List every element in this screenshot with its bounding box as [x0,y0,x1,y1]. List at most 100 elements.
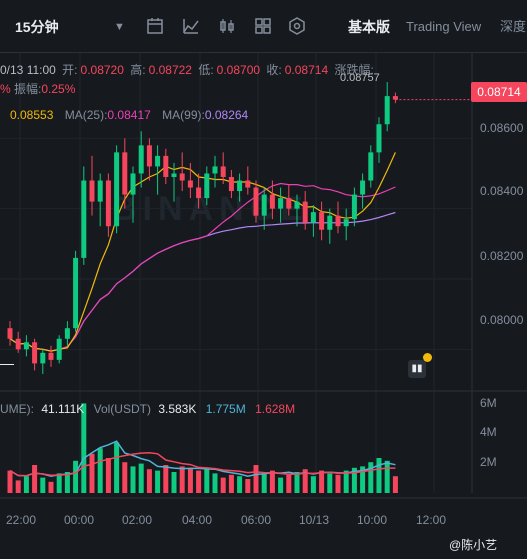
volume-bar [384,460,390,493]
grid-icon[interactable] [254,17,274,37]
price-tick: 0.08000 [480,313,524,327]
interval-selector[interactable]: 15分钟 [15,19,59,35]
volume-bar [114,442,120,493]
depth-tab[interactable]: 深度 [500,19,527,34]
price-tick: 0.08600 [480,121,524,135]
price-tick: 0.08200 [480,249,524,263]
time-tick: 06:00 [241,513,272,527]
candle-body [15,338,21,350]
ma25-label: MA(25): [64,108,108,122]
volume-bar [64,472,70,493]
ma25-value: 0.08417 [107,108,151,122]
volume-bar [327,473,333,493]
candle-body [327,215,333,230]
time-tick: 10:00 [357,513,388,527]
candle-body [122,152,128,195]
open-value: 0.08720 [80,63,124,77]
vol-ma2-value: 1.628M [255,402,296,416]
price-chart[interactable] [0,53,527,505]
volume-bar [253,465,259,493]
candle-body [32,342,38,364]
volume-bars [7,403,398,493]
toolbar-divider [0,52,527,53]
volume-bar [23,476,29,493]
candle-body [56,338,62,360]
candle-body [130,173,136,195]
volume-bar [368,462,374,493]
volume-bar [294,472,300,493]
volume-bar [335,474,341,493]
volume-bar [360,466,366,493]
volume-bar [163,465,169,493]
change-label: 涨跌幅: [334,63,374,77]
candle-body [155,155,161,167]
volume-bar [343,470,349,493]
volume-bar [376,458,382,493]
candle-body [220,166,226,177]
candle-body [237,180,243,192]
candle-body [228,176,234,192]
price-tick: 0.08400 [480,184,524,198]
candle-body [171,173,177,177]
interval-dropdown-icon[interactable]: ▼ [114,21,125,33]
candle-body [245,180,251,188]
amplitude-value: 0.25% [41,82,76,96]
scroll-to-latest-icon[interactable]: ▮▮ [408,360,426,378]
candle-body [392,96,398,100]
time-tick: 04:00 [182,513,213,527]
candle-body [261,194,267,216]
candle-body [360,180,366,195]
ma99-label: MA(99): [162,108,205,122]
time-tick: 02:00 [122,513,153,527]
candle-type-icon[interactable] [218,17,238,37]
ohlc-info: 0/13 11:00 开: 0.08720 高: 0.08722 低: 0.08700… [0,61,470,78]
candle-body [310,212,316,223]
open-label: 开: [62,63,78,77]
chart-grid [0,53,527,499]
time-tick: 10/13 [299,513,330,527]
high-marker-label: 0.08757 [340,72,380,84]
candle-body [212,166,218,174]
calendar-icon[interactable] [146,17,166,37]
candle-body [64,328,70,339]
volume-value: 41.111K [41,402,85,416]
volume-bar [228,474,234,493]
candle-body [48,352,54,360]
volume-bar [278,477,284,493]
volume-bar [48,481,54,493]
amplitude-label: 振幅: [14,82,42,96]
change-value: % [0,82,11,96]
ma25-line [9,182,396,352]
candle-body [302,201,308,223]
volume-bar [122,462,128,493]
candle-body [376,124,382,153]
tradingview-tab[interactable]: Trading View [406,19,482,34]
volume-bar [310,476,316,493]
vol-ma1-value: 1.775M [205,402,246,416]
volume-bar [261,473,267,493]
volume-bar [138,463,144,493]
volume-bar [73,460,79,493]
volume-bar [212,473,218,493]
volume-bar [220,477,226,493]
vol-usdt-value: 3.583K [158,402,197,416]
crosshair-marker [0,364,14,365]
vol-usdt-label: Vol(USDT) [93,402,151,416]
candle-body [97,180,103,202]
candle-body [105,180,111,227]
indicator-icon[interactable] [182,17,202,37]
close-value: 0.08714 [284,63,329,77]
candle-body [7,328,13,339]
settings-icon[interactable] [288,17,308,37]
volume-bar [351,467,357,493]
author-credit: @陈小艺 [449,538,498,552]
time-tick: 00:00 [64,513,95,527]
volume-bar [97,448,103,493]
basic-version-tab[interactable]: 基本版 [348,19,390,35]
volume-bar [155,470,161,493]
high-label: 高: [130,63,146,77]
volume-bar [187,467,193,493]
time-tick: 22:00 [6,513,37,527]
volume-bar [89,453,95,493]
ohlc-info-row2: % 振幅:0.25% [0,80,75,97]
